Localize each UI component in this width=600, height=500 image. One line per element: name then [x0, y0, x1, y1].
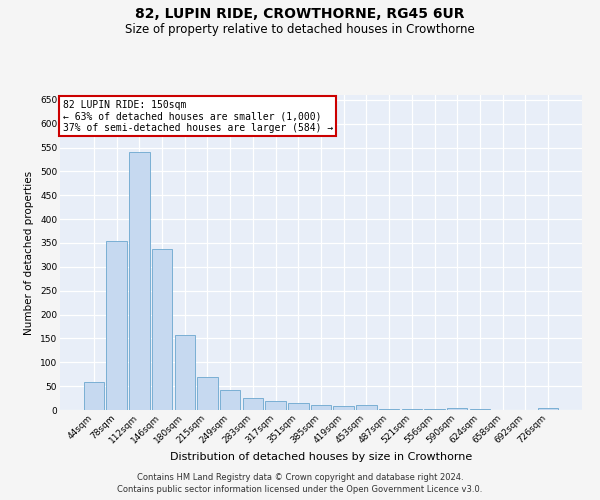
Text: Contains public sector information licensed under the Open Government Licence v3: Contains public sector information licen… [118, 485, 482, 494]
Bar [424, 408, 445, 410]
Bar [288, 403, 308, 410]
Bar [152, 248, 172, 410]
Bar [538, 408, 558, 410]
Bar [379, 409, 400, 410]
Bar [334, 406, 354, 410]
Bar [401, 408, 422, 410]
Bar [129, 152, 149, 410]
Text: 82, LUPIN RIDE, CROWTHORNE, RG45 6UR: 82, LUPIN RIDE, CROWTHORNE, RG45 6UR [135, 8, 465, 22]
Bar [197, 376, 218, 410]
Bar [265, 402, 286, 410]
Bar [84, 382, 104, 410]
Text: Contains HM Land Registry data © Crown copyright and database right 2024.: Contains HM Land Registry data © Crown c… [137, 472, 463, 482]
Bar [220, 390, 241, 410]
Text: Distribution of detached houses by size in Crowthorne: Distribution of detached houses by size … [170, 452, 472, 462]
Bar [447, 408, 467, 410]
Bar [106, 240, 127, 410]
Bar [175, 335, 195, 410]
Bar [470, 409, 490, 410]
Bar [311, 405, 331, 410]
Text: 82 LUPIN RIDE: 150sqm
← 63% of detached houses are smaller (1,000)
37% of semi-d: 82 LUPIN RIDE: 150sqm ← 63% of detached … [62, 100, 333, 133]
Text: Size of property relative to detached houses in Crowthorne: Size of property relative to detached ho… [125, 22, 475, 36]
Bar [356, 405, 377, 410]
Y-axis label: Number of detached properties: Number of detached properties [25, 170, 34, 334]
Bar [242, 398, 263, 410]
